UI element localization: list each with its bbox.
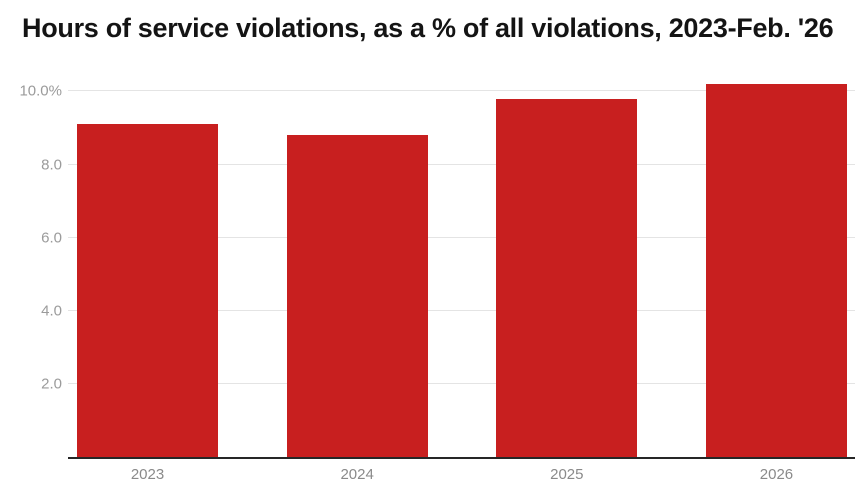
gridline-10 [68,90,855,92]
bar-2024 [286,135,428,457]
gridline-6 [68,236,855,238]
x-tick-label: 2025 [550,466,584,483]
x-tick-label: 2024 [340,466,374,483]
gridline-8 [68,163,855,165]
bar-2026 [705,84,847,457]
y-tick-label: 8.0 [41,156,62,174]
x-tick-label: 2023 [130,466,165,483]
y-tick-label: 6.0 [41,229,62,247]
gridline-2 [68,382,855,384]
bar-2023 [77,124,218,457]
plot-area [68,75,855,459]
y-tick-label: 10.0% [19,82,62,100]
x-tick-label: 2026 [759,466,794,483]
y-tick-label: 4.0 [41,302,62,320]
gridline-4 [68,309,855,311]
y-tick-label: 2.0 [41,375,62,393]
bars-row [68,75,855,457]
x-axis: 2023 2024 2025 2026 [68,466,855,483]
y-axis: 2.0 4.0 6.0 8.0 10.0% [0,75,62,457]
chart-title: Hours of service violations, as a % of a… [22,13,834,43]
bar-2025 [496,98,638,457]
